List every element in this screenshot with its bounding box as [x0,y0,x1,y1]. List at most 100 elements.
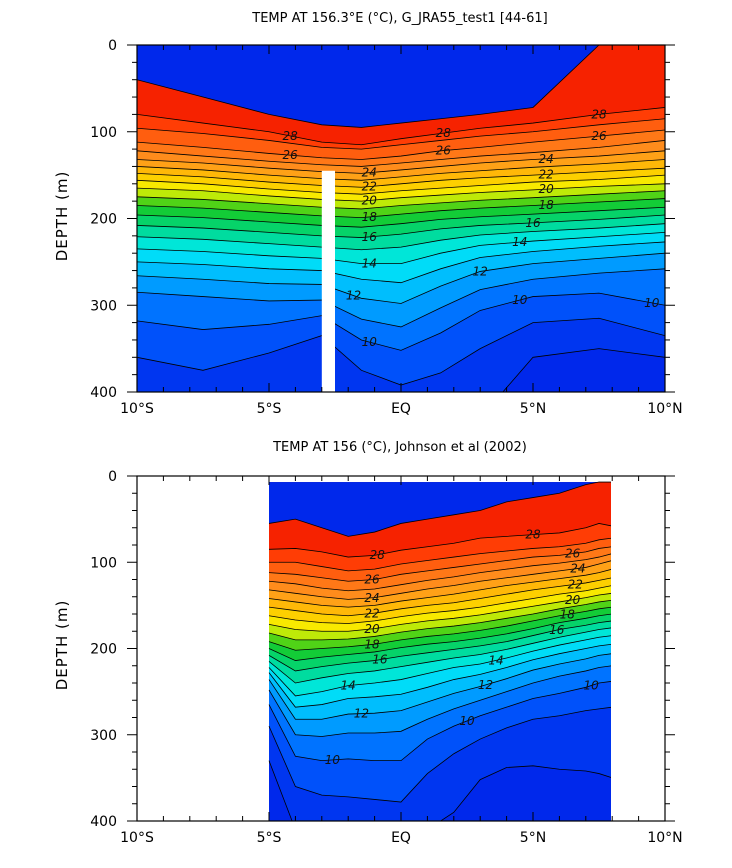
y-tick-label: 400 [90,385,117,401]
contour-label: 20 [565,593,581,607]
contour-label: 18 [560,607,576,621]
contour-label: 14 [362,257,377,271]
x-tick-label: 5°N [520,401,546,417]
isotherm-11 [268,665,611,737]
isotherm-23 [137,159,665,181]
isotherm-26 [268,546,611,582]
isotherm-29 [268,481,611,537]
contour-label: 12 [478,678,493,692]
contour-label: 16 [372,653,388,667]
contour-label: 18 [362,210,378,224]
panel-observed-isotherms [268,481,611,821]
contour-label: 18 [364,637,380,651]
panel-observed: TEMP AT 156 (°C), Johnson et al (2002) D… [53,440,683,846]
isotherm-19 [268,599,611,641]
contour-label: 12 [354,707,369,721]
isotherm-14 [268,635,611,697]
isotherm-11 [137,268,665,328]
contour-label: 10 [583,679,599,693]
contour-label: 10 [644,296,660,310]
panel-observed-temperature-fill [269,482,611,821]
isotherm-18 [268,606,611,651]
panel-model: TEMP AT 156.3°E (°C), G_JRA55_test1 [44-… [53,11,683,417]
isotherm-12 [268,653,611,720]
x-tick-label: 5°S [257,830,282,846]
isotherm-8 [268,760,611,821]
isotherm-13 [137,241,665,284]
contour-label: 24 [364,591,379,605]
panel-observed-title: TEMP AT 156 (°C), Johnson et al (2002) [272,440,527,455]
contour-label: 24 [539,152,554,166]
isotherm-27 [269,537,611,572]
panel-model-y-axis-label: DEPTH (m) [53,171,71,262]
x-tick-label: 5°N [520,830,546,846]
isotherm-26 [137,129,665,160]
temperature-band-below-8 [321,348,665,392]
contour-label: 26 [591,129,607,143]
contour-label: 28 [591,107,607,121]
isotherm-20 [137,183,665,202]
isotherm-27 [137,118,665,150]
y-tick-label: 200 [90,642,117,658]
panel-model-temperature-fill [137,45,665,392]
isotherm-19 [137,190,665,210]
contour-label: 10 [459,714,475,728]
panel-observed-axes: 10°S 5°S EQ 5°N 10°N 0 100 200 300 400 [90,469,682,846]
contour-label: 28 [436,126,452,140]
contour-label: 14 [488,653,503,667]
y-tick-label: 100 [90,125,117,141]
contour-label: 12 [346,289,361,303]
isotherm-9 [268,706,611,803]
isotherm-25 [137,140,665,167]
isotherm-10 [268,681,611,762]
x-tick-label: 5°S [257,401,282,417]
contour-label: 26 [436,144,452,158]
x-tick-label: 10°N [647,401,682,417]
isotherm-16 [137,214,665,238]
y-tick-label: 300 [90,298,117,314]
y-tick-label: 100 [90,555,117,571]
x-tick-label: 10°S [120,830,154,846]
isotherm-15 [268,627,611,684]
isotherm-22 [137,167,665,188]
contour-label: 22 [539,167,554,181]
contour-label: 26 [282,148,298,162]
isotherm-14 [137,231,665,265]
contour-label: 14 [341,679,356,693]
isotherm-17 [268,613,611,661]
panel-model-missing-data-column [321,170,335,392]
contour-label: 20 [539,182,555,196]
isotherm-21 [268,585,611,624]
isotherm-16 [268,620,611,672]
isotherm-23 [268,569,611,608]
contour-label: 16 [525,216,541,230]
isotherm-17 [137,206,665,228]
panel-model-title: TEMP AT 156.3°E (°C), G_JRA55_test1 [44-… [251,11,547,26]
contour-label: 20 [364,622,380,636]
isotherm-25 [268,553,611,592]
contour-label: 26 [565,547,581,561]
isotherm-28 [268,523,611,558]
contour-label: 24 [570,561,585,575]
contour-label: 22 [362,180,377,194]
contour-label: 28 [370,548,386,562]
contour-label: 28 [525,528,541,542]
contour-label: 26 [364,573,380,587]
isotherm-10 [137,292,665,351]
contour-label: 22 [364,606,379,620]
y-tick-label: 200 [90,212,117,228]
contour-label: 16 [549,623,565,637]
temperature-band-below-8 [269,760,611,821]
isotherm-28 [137,107,665,146]
contour-label: 20 [362,193,378,207]
y-tick-label: 0 [108,469,117,485]
contour-label: 22 [568,577,583,591]
contour-label: 18 [539,198,555,212]
contour-label: 10 [362,335,378,349]
isotherm-13 [268,643,611,708]
isotherm-22 [268,577,611,617]
isotherm-21 [137,174,665,195]
contour-label: 16 [362,230,378,244]
panel-observed-y-axis-label: DEPTH (m) [53,600,71,691]
